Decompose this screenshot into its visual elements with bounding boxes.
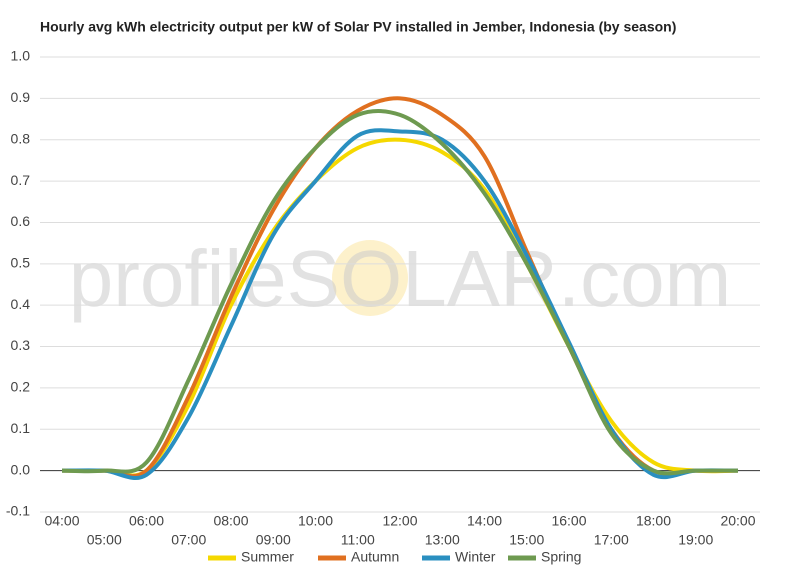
x-tick-label: 15:00 [509,532,544,548]
y-tick-label: 0.6 [11,213,31,229]
x-tick-label: 13:00 [425,532,460,548]
x-tick-label: 18:00 [636,513,671,529]
series-line [61,137,739,478]
x-tick-label: 06:00 [129,513,164,529]
series-line [61,128,739,480]
x-tick-label: 12:00 [382,513,417,529]
y-tick-label: 0.5 [11,255,31,271]
legend-label: Spring [541,549,581,565]
x-tick-label: 08:00 [213,513,248,529]
y-tick-label: 1.0 [11,48,31,64]
y-tick-label: 0.0 [11,461,31,477]
y-tick-label: 0.1 [11,420,31,436]
y-tick-label: 0.8 [11,130,31,146]
x-tick-label: 16:00 [551,513,586,529]
x-tick-label: 09:00 [256,532,291,548]
y-tick-label: 0.2 [11,379,31,395]
y-tick-label: 0.3 [11,337,31,353]
y-tick-label: 0.4 [11,296,31,312]
x-tick-label: 04:00 [44,513,79,529]
x-tick-label: 17:00 [594,532,629,548]
x-tick-label: 10:00 [298,513,333,529]
watermark: profileSOLAR.com [69,234,731,323]
x-tick-label: 11:00 [341,532,375,548]
x-tick-label: 14:00 [467,513,502,529]
y-tick-label: 0.9 [11,89,31,105]
legend-label: Summer [241,549,294,565]
x-tick-label: 19:00 [678,532,713,548]
series-line [61,109,738,476]
y-tick-label: 0.7 [11,172,31,188]
x-tick-label: 05:00 [87,532,122,548]
legend-label: Autumn [351,549,399,565]
legend-label: Winter [455,549,496,565]
y-tick-label: -0.1 [6,503,30,519]
x-tick-label: 07:00 [171,532,206,548]
chart-title: Hourly avg kWh electricity output per kW… [40,19,676,35]
watermark-sun [332,240,408,316]
x-tick-label: 20:00 [720,513,755,529]
